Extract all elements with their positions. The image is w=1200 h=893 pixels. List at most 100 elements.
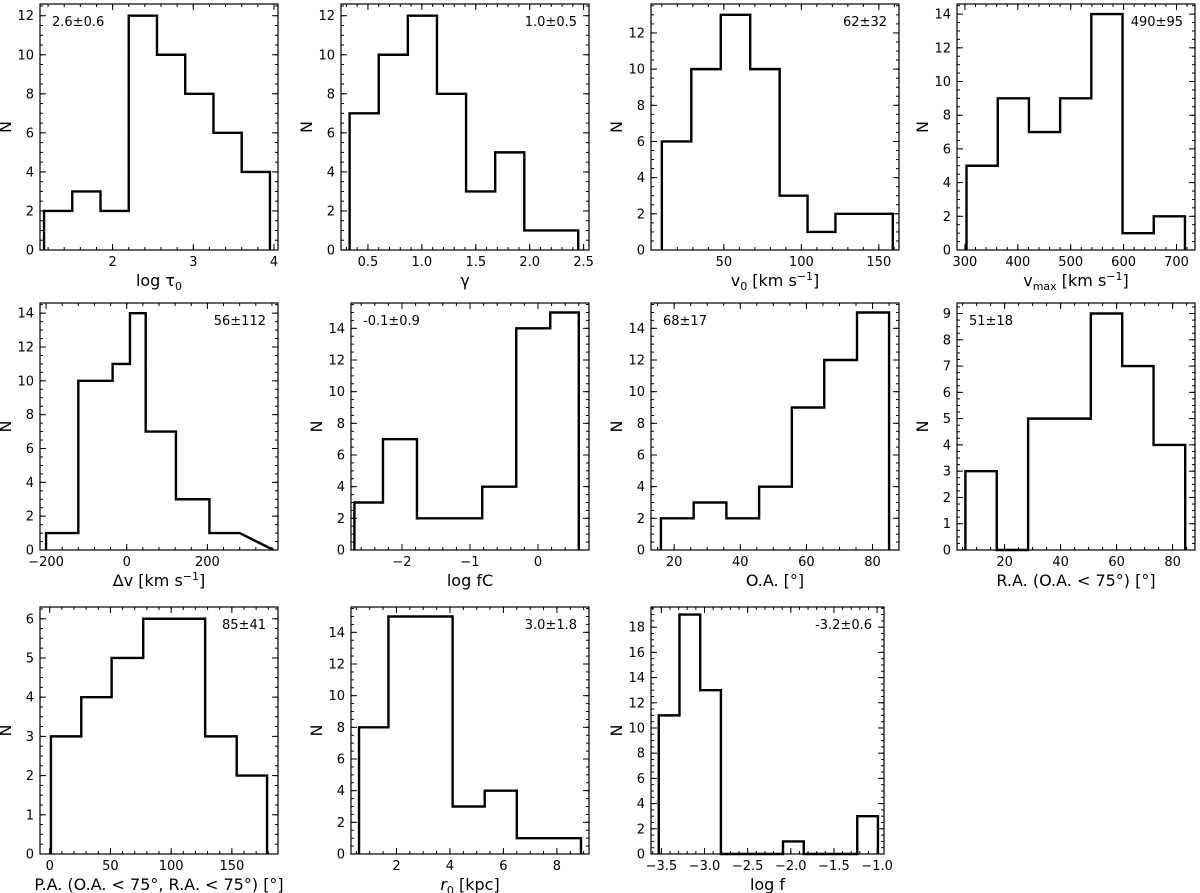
y-tick-label: 8 xyxy=(637,747,645,762)
y-tick-label: 0 xyxy=(943,244,951,259)
y-tick-label: 0 xyxy=(337,544,345,559)
y-tick-label: 4 xyxy=(26,691,34,706)
axes-frame xyxy=(956,302,1196,551)
x-axis-label-rest: [km s xyxy=(747,271,797,290)
y-tick-label: 0 xyxy=(637,244,645,259)
y-tick-label: 4 xyxy=(337,784,345,799)
y-tick-label: 6 xyxy=(337,753,345,768)
stats-annotation: -0.1±0.9 xyxy=(363,314,420,329)
histogram-bars xyxy=(657,613,880,856)
x-tick-label: 100 xyxy=(789,255,814,270)
x-tick-label: 400 xyxy=(1005,255,1030,270)
x-axis-label: P.A. (O.A. < 75°, R.A. < 75°) [°] xyxy=(34,875,283,893)
histogram-panel: 20 40 60 80 0 2 4 6 8 10 12 14 68±17 N O.A. [°] xyxy=(607,302,900,590)
x-axis-label-subscript: 0 xyxy=(447,884,454,893)
x-tick-label: −1.5 xyxy=(818,859,850,874)
y-tick-label: 10 xyxy=(628,63,645,78)
y-tick-label: 8 xyxy=(637,417,645,432)
y-tick-label: 2 xyxy=(943,210,951,225)
x-tick-label: 60 xyxy=(798,555,815,570)
x-tick-label: 1.0 xyxy=(412,255,433,270)
histogram-panel: 0.5 1.0 1.5 2.0 2.5 0 2 4 6 8 10 12 1.0±0.5 Nγ xyxy=(297,3,594,290)
x-tick-label: 500 xyxy=(1058,255,1083,270)
x-axis-label-main: log fC xyxy=(447,571,493,590)
x-tick-label: 2.0 xyxy=(519,255,540,270)
x-axis-label: O.A. [°] xyxy=(746,571,804,590)
y-tick-label: 2 xyxy=(637,207,645,222)
axes-frame xyxy=(340,3,590,251)
histogram-bars xyxy=(49,617,269,854)
x-axis-label-end: ] xyxy=(813,271,819,290)
x-axis-label-main: O.A. [°] xyxy=(746,571,804,590)
stats-annotation: 2.6±0.6 xyxy=(52,15,104,30)
y-tick-label: 4 xyxy=(337,480,345,495)
x-axis-label-end: ] xyxy=(1123,271,1129,290)
stats-annotation: 68±17 xyxy=(663,314,707,329)
x-tick-label: 2 xyxy=(392,859,400,874)
y-tick-label: 0 xyxy=(26,544,34,559)
stats-annotation: 51±18 xyxy=(969,314,1013,329)
x-tick-label: 150 xyxy=(866,255,891,270)
y-tick-label: 2 xyxy=(943,491,951,506)
histogram-bars xyxy=(353,311,580,550)
x-tick-label: 150 xyxy=(219,859,244,874)
x-tick-label: 20 xyxy=(666,555,683,570)
y-axis-label: N xyxy=(0,421,15,433)
y-axis-label: N xyxy=(913,421,932,433)
x-tick-label: 60 xyxy=(1108,555,1125,570)
y-tick-label: 6 xyxy=(327,126,335,141)
y-tick-label: 12 xyxy=(628,354,645,369)
histogram-bars xyxy=(42,14,272,250)
y-tick-label: 12 xyxy=(318,9,335,24)
y-tick-label: 14 xyxy=(328,626,345,641)
y-axis-label: N xyxy=(913,121,932,133)
y-tick-label: 12 xyxy=(17,9,34,24)
x-tick-label: −2 xyxy=(392,555,411,570)
stats-annotation: 62±32 xyxy=(843,15,887,30)
histogram-bars xyxy=(44,311,275,552)
axes-frame xyxy=(650,3,900,251)
histogram-bars xyxy=(660,13,894,250)
y-tick-label: 5 xyxy=(26,651,34,666)
y-tick-label: 7 xyxy=(943,360,951,375)
x-axis-label-subscript: 0 xyxy=(175,280,182,293)
x-axis-label-superscript: −1 xyxy=(797,270,813,283)
y-tick-label: 10 xyxy=(628,385,645,400)
axes-frame xyxy=(350,302,590,551)
histogram-panel: −3.5 −3.0 −2.5 −2.0 −1.5 −1.0 0 2 4 6 8 10 12 14 16 18 -… xyxy=(607,606,893,893)
y-tick-label: 4 xyxy=(637,480,645,495)
stats-annotation: 56±112 xyxy=(214,314,266,329)
y-tick-label: 8 xyxy=(327,87,335,102)
y-tick-label: 0 xyxy=(943,544,951,559)
x-axis-label-superscript: −1 xyxy=(1106,270,1122,283)
x-tick-label: 40 xyxy=(1052,555,1069,570)
x-axis-label-main: r xyxy=(440,875,448,893)
axes-frame xyxy=(39,3,279,251)
x-axis-label-main: γ xyxy=(460,271,469,290)
y-axis-label: N xyxy=(0,121,15,133)
y-tick-label: 10 xyxy=(328,689,345,704)
x-tick-label: 50 xyxy=(716,255,733,270)
x-tick-label: 3 xyxy=(189,255,197,270)
y-tick-label: 12 xyxy=(328,658,345,673)
x-tick-label: 0.5 xyxy=(358,255,379,270)
y-tick-label: 4 xyxy=(637,171,645,186)
x-axis-label: γ xyxy=(460,271,469,290)
y-tick-label: 14 xyxy=(628,671,645,686)
x-axis-label: r0 [kpc] xyxy=(440,875,499,893)
y-tick-label: 4 xyxy=(637,797,645,812)
x-tick-label: 80 xyxy=(1164,555,1181,570)
y-tick-label: 14 xyxy=(628,322,645,337)
histogram-bars xyxy=(348,14,580,250)
axes-frame xyxy=(39,302,279,551)
x-tick-label: 0 xyxy=(123,555,131,570)
y-axis-label: N xyxy=(607,121,626,133)
y-tick-label: 14 xyxy=(328,322,345,337)
x-tick-label: 700 xyxy=(1164,255,1189,270)
y-tick-label: 12 xyxy=(328,354,345,369)
